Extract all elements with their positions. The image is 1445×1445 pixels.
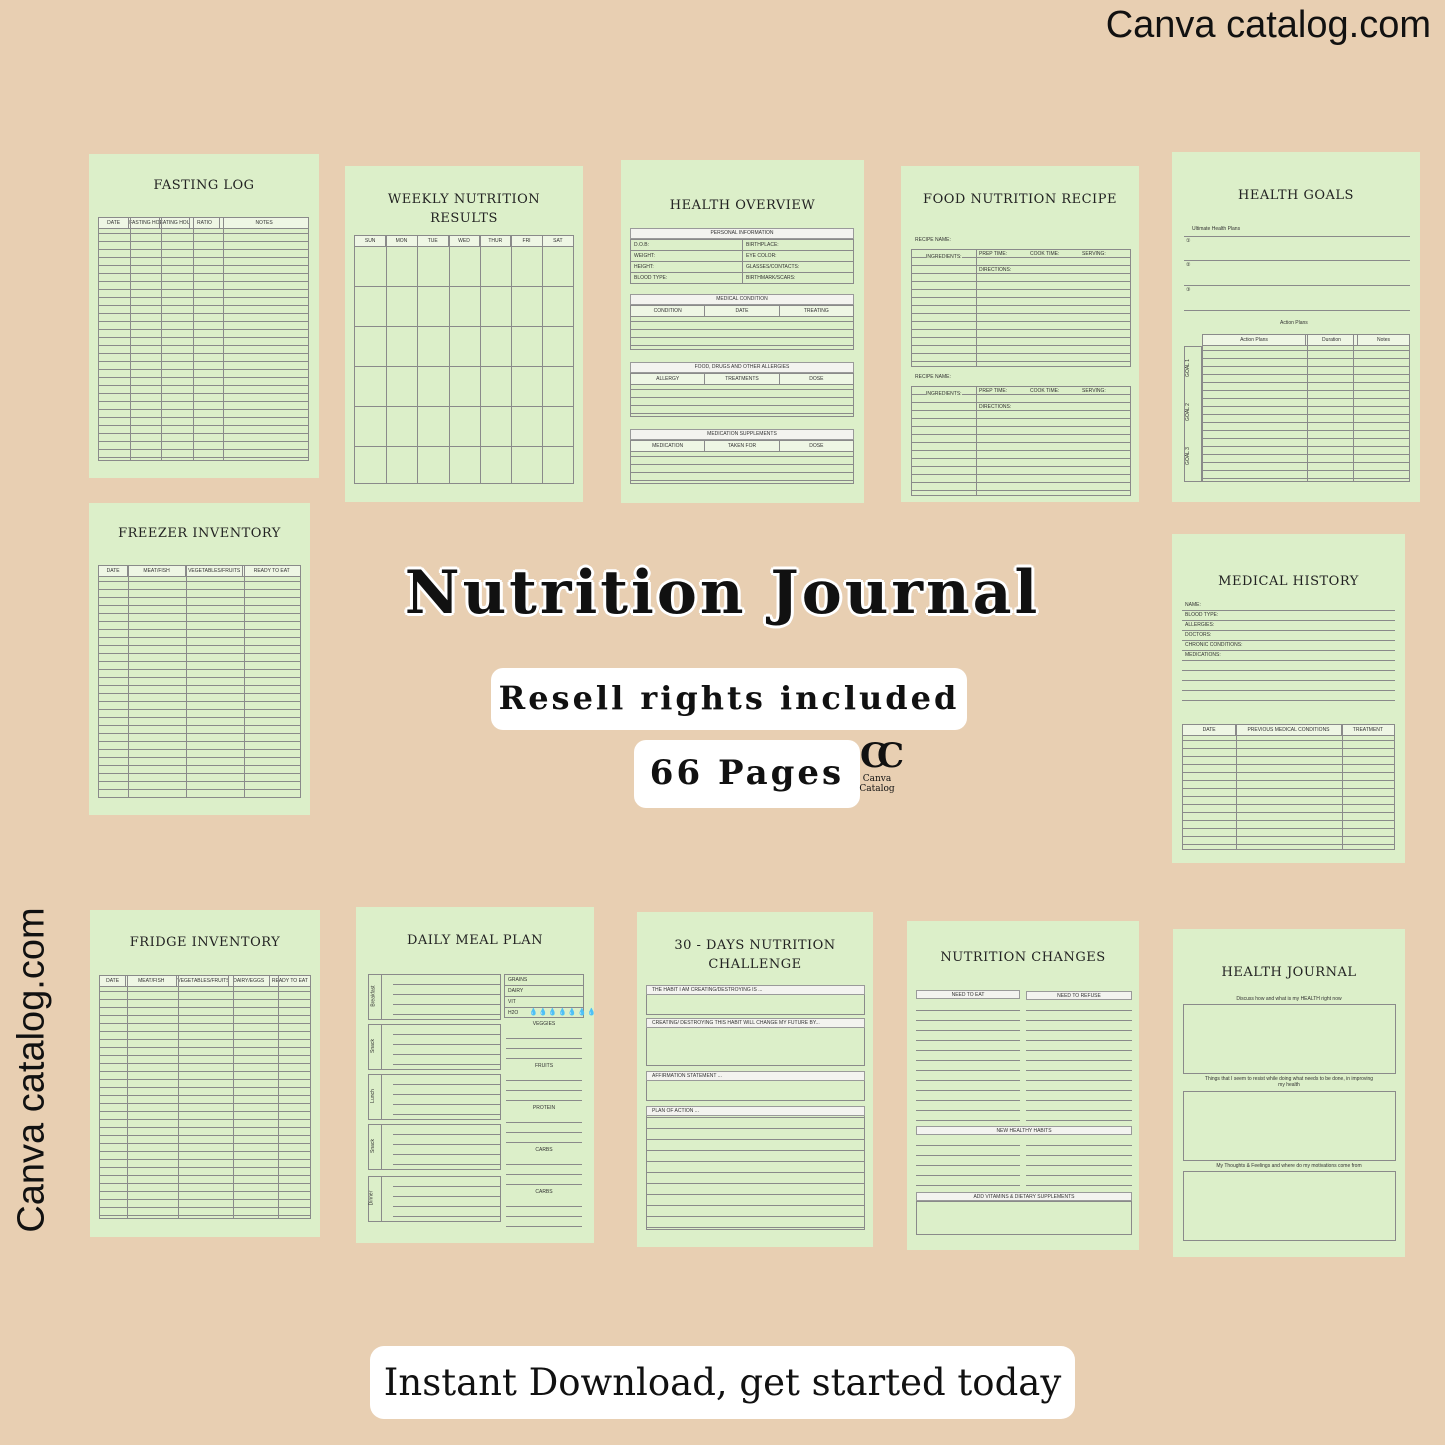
section-header: FOOD, DRUGS AND OTHER ALLERGIES — [630, 362, 854, 373]
page-preview-weekly-nutrition: WEEKLY NUTRITION RESULTS SUN MON TUE WED THU… — [345, 166, 583, 502]
page-title: DAILY MEAL PLAN — [406, 933, 544, 948]
page-preview-fridge-inventory: FRIDGE INVENTORY DATE MEAT/FISH VEGETABLES… — [90, 910, 320, 1237]
page-preview-nutrition-changes: NUTRITION CHANGES NEED TO EAT NEED TO RE… — [907, 921, 1139, 1250]
page-preview-daily-meal-plan: DAILY MEAL PLAN Breakfast Snack Lunch Sn… — [356, 907, 596, 1243]
page-preview-freezer-inventory: FREEZER INVENTORY DATE MEAT/FISH VEGETABLE… — [89, 503, 310, 815]
page-preview-food-recipe: FOOD NUTRITION RECIPE RECIPE NAME: INGRE… — [901, 166, 1139, 502]
page-title: FREEZER INVENTORY — [118, 526, 281, 541]
section-header: PERSONAL INFORMATION — [630, 228, 854, 239]
table-header: SUN MON TUE WED THUR FRI SAT — [355, 236, 573, 247]
page-preview-health-goals: HEALTH GOALS Ultimate Health Plans ① ② ③… — [1172, 152, 1420, 502]
page-title: NUTRITION CHANGES — [940, 950, 1106, 965]
product-title: Nutrition Journal — [404, 558, 1041, 628]
page-title: FRIDGE INVENTORY — [129, 935, 281, 950]
section-header: MEDICATION SUPPLEMENTS — [630, 429, 854, 440]
page-title: HEALTH OVERVIEW — [669, 198, 816, 213]
page-title: MEDICAL HISTORY — [1218, 574, 1359, 589]
page-preview-health-overview: HEALTH OVERVIEW PERSONAL INFORMATION D.O… — [621, 160, 864, 503]
page-preview-nutrition-challenge: 30 - DAYS NUTRITION CHALLENGE THE HABIT … — [637, 912, 873, 1247]
weekly-table: SUN MON TUE WED THUR FRI SAT — [354, 235, 574, 484]
brand-watermark-top: Canva catalog.com — [1105, 4, 1431, 46]
brand-logo: CC Canva Catalog — [859, 736, 904, 794]
page-title: FOOD NUTRITION RECIPE — [923, 192, 1117, 207]
page-title: HEALTH JOURNAL — [1221, 965, 1357, 980]
page-title: 30 - DAYS NUTRITION CHALLENGE — [674, 938, 836, 972]
page-title: WEEKLY NUTRITION RESULTS — [387, 192, 541, 226]
brand-watermark-side: Canva catalog.com — [10, 907, 53, 1233]
cta-banner: Instant Download, get started today — [370, 1346, 1075, 1419]
page-preview-health-journal: HEALTH JOURNAL Discuss how and what is m… — [1173, 929, 1405, 1257]
page-title: FASTING LOG — [153, 178, 255, 193]
resell-badge: Resell rights included — [491, 668, 967, 730]
page-preview-medical-history: MEDICAL HISTORY NAME: BLOOD TYPE: ALLERG… — [1172, 534, 1405, 863]
page-count-badge: 66 Pages — [634, 740, 860, 808]
page-title: HEALTH GOALS — [1238, 188, 1354, 203]
section-header: MEDICAL CONDITION — [630, 294, 854, 305]
